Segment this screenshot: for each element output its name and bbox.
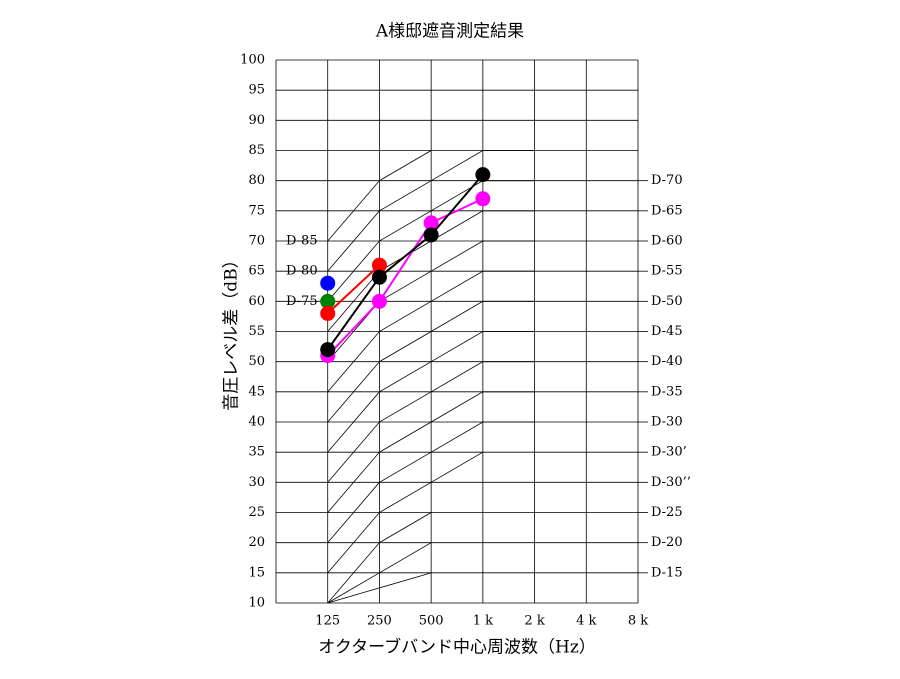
data-point: [320, 305, 336, 321]
data-point: [475, 191, 491, 207]
reference-curve: [327, 270, 535, 393]
y-tick-label: 75: [248, 203, 265, 218]
y-tick-label: 65: [248, 264, 265, 279]
y2-tick-label: D-30: [651, 415, 683, 430]
curve-label: D-75: [286, 294, 318, 309]
y-tick-label: 55: [248, 324, 265, 339]
curve-label: D-80: [286, 264, 318, 279]
y-tick-label: 95: [248, 83, 265, 98]
data-point: [371, 269, 387, 285]
y2-tick-label: D-30’: [651, 445, 687, 460]
reference-curve: [327, 361, 535, 483]
series-line: [326, 197, 484, 357]
y-tick-label: 20: [248, 535, 265, 550]
data-point: [320, 342, 336, 358]
y-tick-label: 30: [248, 475, 265, 490]
series-line: [327, 264, 381, 315]
x-tick-label: 500: [419, 614, 444, 629]
y-tick-label: 90: [248, 113, 265, 128]
data-point: [371, 293, 387, 309]
y2-tick-label: D-50: [651, 294, 683, 309]
x-tick-label: 2 k: [524, 614, 544, 629]
reference-curve: [327, 572, 432, 604]
x-tick-label: 8 k: [628, 614, 648, 629]
x-tick-label: 4 k: [576, 614, 596, 629]
y-axis-label: 音圧レベル差（dB）: [222, 251, 242, 410]
y2-tick-label: D-15: [651, 565, 683, 580]
data-point: [423, 215, 439, 231]
y-tick-label: 40: [248, 415, 265, 430]
reference-curve: [327, 451, 484, 574]
x-axis-label: オクターブバンド中心周波数（Hz）: [318, 637, 596, 658]
y-tick-label: 60: [248, 294, 265, 309]
y-tick-label: 45: [248, 384, 265, 399]
reference-curve: [327, 391, 535, 513]
y-tick-label: 100: [240, 53, 265, 68]
y-tick-label: 80: [248, 173, 265, 188]
reference-curve: [327, 150, 432, 242]
reference-curve: [327, 180, 535, 302]
x-tick-label: 1 k: [473, 614, 493, 629]
y2-tick-label: D-25: [651, 505, 683, 520]
y2-tick-label: D-60: [651, 234, 683, 249]
y-tick-label: 70: [248, 234, 265, 249]
y2-tick-label: D-30’’: [651, 475, 691, 490]
y-tick-label: 85: [248, 143, 265, 158]
y2-tick-label: D-35: [651, 384, 683, 399]
y-tick-label: 10: [248, 596, 265, 611]
chart-title: A様邸遮音測定結果: [375, 22, 524, 42]
reference-curve: [327, 150, 535, 272]
y2-tick-label: D-65: [651, 203, 683, 218]
reference-curve: [327, 542, 432, 604]
y2-tick-label: D-70: [651, 173, 683, 188]
reference-curve: [327, 300, 535, 423]
reference-curve: [327, 331, 535, 453]
y2-tick-label: D-55: [651, 264, 683, 279]
data-point: [423, 227, 439, 243]
curve-label: D-85: [286, 234, 318, 249]
y2-tick-label: D-20: [651, 535, 683, 550]
y2-tick-label: D-40: [651, 354, 683, 369]
data-point: [320, 293, 336, 309]
series-line: [326, 173, 484, 351]
y-tick-label: 25: [248, 505, 265, 520]
data-point: [475, 167, 491, 183]
y-tick-label: 15: [248, 565, 265, 580]
data-point: [320, 275, 336, 291]
y-tick-label: 50: [248, 354, 265, 369]
reference-curve: [327, 512, 432, 604]
x-tick-label: 125: [315, 614, 340, 629]
reference-curve: [327, 240, 535, 362]
x-tick-label: 250: [367, 614, 392, 629]
y2-tick-label: D-45: [651, 324, 683, 339]
y-tick-label: 35: [248, 445, 265, 460]
data-point: [371, 257, 387, 273]
reference-curve: [327, 421, 535, 543]
